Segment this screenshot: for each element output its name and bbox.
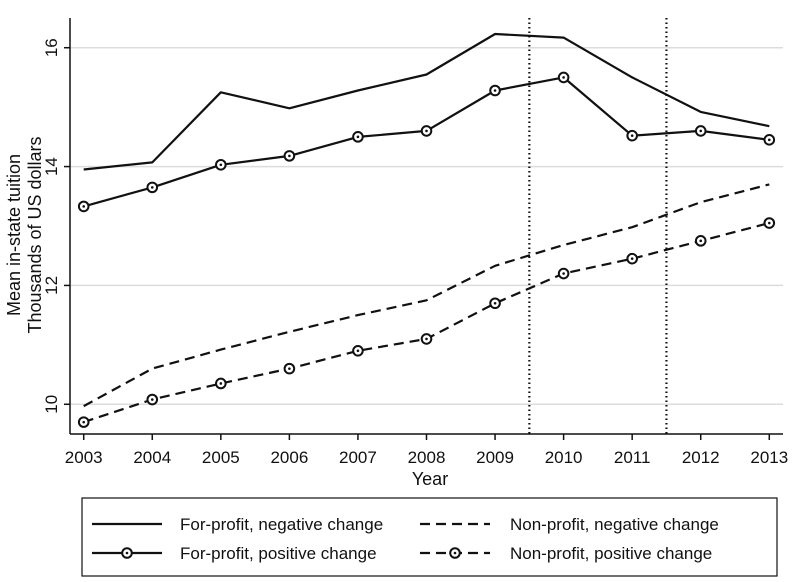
series-2-point-dot-2011 [630,134,634,137]
x-tick-label-2007: 2007 [339,448,377,467]
series [77,32,776,428]
legend: For-profit, negative change Non-profit, n… [81,497,778,577]
axis-labels: Year Mean in-state tuition Thousands of … [4,136,448,489]
y-tick-label-10: 10 [42,395,61,414]
series-3-point-dot-2012 [699,239,703,243]
series-3-point-dot-2013 [767,221,771,225]
series-2-point-dot-2005 [219,163,223,167]
series-line-1 [83,183,770,408]
series-2-point-dot-2008 [425,129,428,133]
x-tick-label-2010: 2010 [545,448,583,467]
series-line-0 [83,32,770,171]
legend-box [81,497,778,577]
series-3-point-dot-2009 [493,301,497,305]
x-tick-label-2012: 2012 [682,448,720,467]
y-tick-label-16: 16 [42,38,61,57]
x-tick-label-2011: 2011 [614,448,651,467]
x-tick-label-2006: 2006 [270,448,308,467]
x-tick-label-2008: 2008 [408,448,446,467]
series-3-point-dot-2010 [562,272,565,275]
series-2-point-dot-2003 [82,205,86,208]
x-tick-label-2013: 2013 [750,448,788,467]
series-3-point-dot-2007 [356,349,360,353]
gridlines [70,46,783,406]
x-tick-label-2004: 2004 [133,448,171,467]
x-tick-label-2005: 2005 [202,448,240,467]
x-axis-title: Year [412,469,448,489]
series-3-point-dot-2004 [150,398,154,401]
legend-label-3: Non-profit, positive change [510,544,712,563]
series-2-point-dot-2006 [288,154,291,158]
series-3-point-dot-2005 [219,382,223,385]
reference-lines [528,18,668,434]
legend-label-1: Non-profit, negative change [510,515,719,534]
series-2-point-dot-2012 [699,129,703,133]
series-3-point-dot-2008 [425,337,428,341]
y-tick-label-12: 12 [42,276,61,295]
legend-marker-dot-2 [125,551,129,555]
legend-label-2: For-profit, positive change [180,544,377,563]
series-2-point-dot-2004 [150,186,154,189]
y-axis-title-line-2: Thousands of US dollars [25,136,45,333]
series-2-point-dot-2013 [767,138,771,142]
series-3-point-dot-2011 [630,257,634,260]
x-tick-label-2003: 2003 [65,448,103,467]
series-3-point-dot-2006 [288,367,291,370]
axes: 10 12 14 16 2003 2004 2005 2006 2007 2008 2009 2010… [42,18,788,467]
legend-marker-dot-3 [453,551,457,555]
x-tick-label-2009: 2009 [476,448,514,467]
series-2-point-dot-2010 [562,76,565,79]
y-tick-label-14: 14 [42,157,61,176]
legend-label-0: For-profit, negative change [180,515,383,534]
series-2-point-dot-2007 [356,135,360,139]
y-axis-title-line-1: Mean in-state tuition [4,154,24,316]
series-2-point-dot-2009 [493,89,497,92]
series-3-point-dot-2003 [82,420,86,424]
